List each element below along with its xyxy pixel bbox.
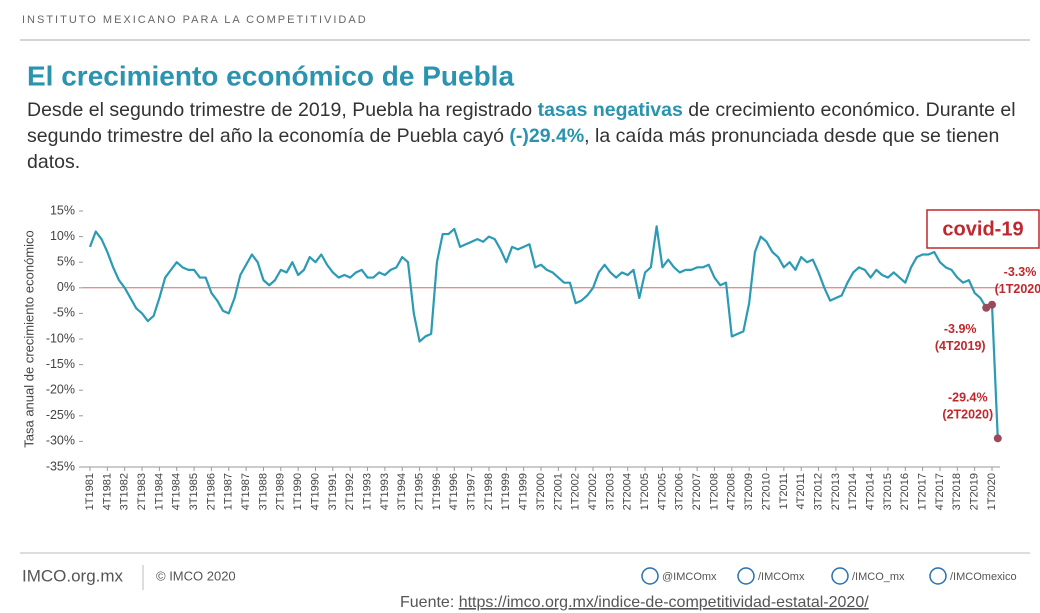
x-tick-label: 1T1999 xyxy=(500,473,512,510)
subtitle: Desde el segundo trimestre de 2019, Pueb… xyxy=(27,97,1017,175)
y-tick-label: -30% xyxy=(46,434,75,448)
x-tick-label: 1T1996 xyxy=(431,473,443,510)
x-tick-label: 2T2001 xyxy=(552,473,564,510)
annotation-box xyxy=(926,209,1040,249)
x-tick-label: 1T1981 xyxy=(84,473,96,510)
value-note: (4T2019) xyxy=(935,339,986,353)
x-tick-label: 2T2010 xyxy=(760,473,772,510)
x-tick-label: 1T1993 xyxy=(361,473,373,510)
x-tick-label: 4T2005 xyxy=(656,473,668,510)
x-tick-label: 1T1984 xyxy=(153,473,165,510)
subtitle-text: Desde el segundo trimestre de 2019, Pueb… xyxy=(27,99,538,121)
x-tick-label: 3T1982 xyxy=(119,473,131,510)
point-marker xyxy=(988,300,996,309)
x-tick-label: 3T2009 xyxy=(743,473,755,510)
x-tick-label: 4T2008 xyxy=(726,473,738,510)
x-tick-label: 2T2004 xyxy=(622,473,634,510)
x-tick-label: 4T1990 xyxy=(309,473,321,510)
social-icon xyxy=(831,567,849,585)
x-tick-label: 1T2020 xyxy=(986,473,998,510)
x-tick-label: 2T1998 xyxy=(483,473,495,510)
y-tick-label: -10% xyxy=(46,331,75,345)
x-tick-label: 3T2015 xyxy=(882,473,894,510)
x-tick-label: 4T2017 xyxy=(934,473,946,510)
social-icon xyxy=(929,567,947,585)
y-tick-label: -20% xyxy=(46,382,75,396)
social-handle: /IMCO_mx xyxy=(852,571,905,583)
value-note: (1T2020) xyxy=(995,282,1040,296)
x-tick-label: 2T2013 xyxy=(830,473,842,510)
y-tick-label: 5% xyxy=(57,254,75,268)
x-tick-label: 4T1984 xyxy=(171,473,183,510)
x-tick-label: 2T1989 xyxy=(275,473,287,510)
x-tick-label: 4T2002 xyxy=(587,473,599,510)
header: INSTITUTO MEXICANO PARA LA COMPETITIVIDA… xyxy=(22,14,368,26)
point-marker xyxy=(993,434,1002,443)
x-tick-label: 3T2003 xyxy=(604,473,616,510)
x-tick-label: 4T2011 xyxy=(795,473,807,510)
x-tick-label: 3T1985 xyxy=(188,473,200,510)
subtitle-highlight: tasas negativas xyxy=(537,99,683,121)
subtitle-text: , la caída más pronunciada desde que se … xyxy=(27,125,1000,173)
footer-site: IMCO.org.mx xyxy=(22,566,124,585)
x-tick-label: 2T1992 xyxy=(344,473,356,510)
x-tick-label: 2T2019 xyxy=(969,473,981,510)
x-tick-label: 3T1994 xyxy=(396,473,408,510)
subtitle-highlight: (-)29.4% xyxy=(509,125,585,147)
x-tick-label: 1T1987 xyxy=(223,473,235,510)
x-tick-label: 3T2018 xyxy=(951,473,963,510)
x-tick-label: 3T2012 xyxy=(812,473,824,510)
x-tick-label: 2T2016 xyxy=(899,473,911,510)
x-tick-label: 2T1983 xyxy=(136,473,148,510)
value-label: -3.9% xyxy=(944,322,977,336)
annotation: covid-19 xyxy=(942,218,1023,240)
x-tick-label: 2T2007 xyxy=(691,473,703,510)
x-tick-label: 4T1981 xyxy=(101,473,113,510)
y-tick-label: -5% xyxy=(53,306,75,320)
value-label: -29.4% xyxy=(948,391,988,405)
x-tick-label: 3T1997 xyxy=(466,473,478,510)
social-handle: /IMCOmexico xyxy=(950,571,1017,583)
x-tick-label: 1T2017 xyxy=(917,473,929,510)
social-handle: @IMCOmx xyxy=(662,571,717,583)
x-tick-label: 4T1987 xyxy=(240,473,252,510)
x-tick-label: 3T2000 xyxy=(535,473,547,510)
x-tick-label: 2T1986 xyxy=(205,473,217,510)
subtitle-text: de crecimiento económico. Durante el seg… xyxy=(27,99,1016,147)
x-tick-label: 4T1993 xyxy=(379,473,391,510)
series-line xyxy=(88,225,999,439)
x-tick-label: 1T2002 xyxy=(570,473,582,510)
value-label: -3.3% xyxy=(1004,265,1037,279)
x-tick-label: 1T2005 xyxy=(639,473,651,510)
social-handle: /IMCOmx xyxy=(758,571,805,583)
x-tick-label: 3T2006 xyxy=(674,473,686,510)
x-tick-label: 1T1990 xyxy=(292,473,304,510)
chart-title: El crecimiento económico de Puebla xyxy=(27,60,514,91)
x-tick-label: 4T1996 xyxy=(448,473,460,510)
x-tick-label: 2T1995 xyxy=(413,473,425,510)
x-tick-label: 4T1999 xyxy=(518,473,530,510)
x-tick-label: 4T2014 xyxy=(864,473,876,510)
y-tick-label: 15% xyxy=(50,203,75,217)
y-axis-label: Tasa anual de crecimiento económico xyxy=(21,230,36,448)
footer-copyright: © IMCO 2020 xyxy=(156,568,236,583)
y-tick-label: 0% xyxy=(57,280,75,294)
source-url[interactable]: https://imco.org.mx/indice-de-competitiv… xyxy=(459,594,870,611)
x-tick-label: 1T2011 xyxy=(778,473,790,510)
value-note: (2T2020) xyxy=(942,408,993,422)
x-tick-label: 3T1991 xyxy=(327,473,339,510)
x-tick-label: 1T2014 xyxy=(847,473,859,510)
social-icon xyxy=(641,567,659,585)
source-prefix: Fuente: xyxy=(400,594,459,611)
y-tick-label: -35% xyxy=(46,459,75,473)
x-tick-label: 3T1988 xyxy=(257,473,269,510)
social-icon xyxy=(737,567,755,585)
x-tick-label: 1T2008 xyxy=(708,473,720,510)
y-tick-label: 10% xyxy=(50,229,75,243)
y-tick-label: -25% xyxy=(46,408,75,422)
y-tick-label: -15% xyxy=(46,357,75,371)
source: Fuente: https://imco.org.mx/indice-de-co… xyxy=(400,594,869,611)
